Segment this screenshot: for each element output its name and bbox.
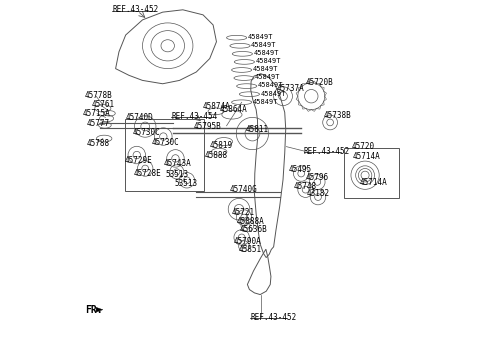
- Text: 45849T: 45849T: [253, 66, 278, 72]
- Text: 45790A: 45790A: [233, 237, 261, 246]
- Bar: [344, 148, 399, 198]
- Text: 45796: 45796: [306, 174, 329, 182]
- Text: REF.43-452: REF.43-452: [304, 146, 350, 156]
- Text: 45849T: 45849T: [258, 82, 283, 88]
- Text: 43182: 43182: [306, 189, 329, 198]
- Text: 45777: 45777: [86, 119, 109, 128]
- Text: 45730C: 45730C: [152, 138, 180, 147]
- Text: 45715A: 45715A: [83, 108, 111, 118]
- Text: 45737A: 45737A: [276, 84, 304, 93]
- Text: 45740G: 45740G: [229, 185, 257, 194]
- Text: 45495: 45495: [289, 165, 312, 174]
- Text: 45729E: 45729E: [125, 156, 153, 165]
- Text: 53513: 53513: [165, 170, 189, 179]
- Text: 45740D: 45740D: [126, 113, 154, 122]
- Text: 45636B: 45636B: [240, 224, 268, 234]
- Text: FR.: FR.: [84, 305, 102, 315]
- Text: 45730C: 45730C: [132, 128, 160, 137]
- Text: 45748: 45748: [294, 182, 317, 191]
- Text: 45849T: 45849T: [255, 58, 281, 64]
- Text: 45720: 45720: [352, 142, 375, 151]
- Text: 45788: 45788: [86, 139, 109, 148]
- Text: 45795B: 45795B: [194, 122, 222, 131]
- Text: 45849T: 45849T: [251, 42, 276, 48]
- Text: 45743A: 45743A: [163, 159, 191, 168]
- Text: 45888: 45888: [204, 151, 228, 160]
- Bar: [125, 119, 204, 191]
- Text: 45714A: 45714A: [360, 178, 387, 187]
- Text: 45849T: 45849T: [253, 50, 279, 56]
- Text: 45811: 45811: [246, 125, 269, 134]
- Text: 45849T: 45849T: [248, 34, 273, 40]
- Text: 45849T: 45849T: [261, 91, 286, 97]
- Text: 45864A: 45864A: [220, 105, 248, 115]
- Text: 45714A: 45714A: [353, 152, 380, 161]
- Text: 45851: 45851: [238, 245, 262, 254]
- Text: 45849T: 45849T: [255, 74, 281, 80]
- Text: REF.43-454: REF.43-454: [171, 112, 217, 121]
- Text: REF.43-452: REF.43-452: [112, 5, 158, 14]
- Text: 45720B: 45720B: [305, 78, 333, 86]
- Polygon shape: [96, 307, 103, 312]
- Text: 45761: 45761: [92, 100, 115, 109]
- Text: 45738B: 45738B: [324, 111, 351, 120]
- Text: 45721: 45721: [231, 208, 254, 217]
- Text: 45849T: 45849T: [253, 99, 278, 105]
- Text: 45888A: 45888A: [237, 217, 264, 226]
- Text: 45874A: 45874A: [203, 102, 231, 111]
- Text: 53513: 53513: [175, 179, 198, 188]
- Text: 45728E: 45728E: [133, 169, 161, 178]
- Text: 45778B: 45778B: [84, 91, 112, 100]
- Text: REF.43-452: REF.43-452: [250, 313, 296, 322]
- Text: 45819: 45819: [210, 141, 233, 150]
